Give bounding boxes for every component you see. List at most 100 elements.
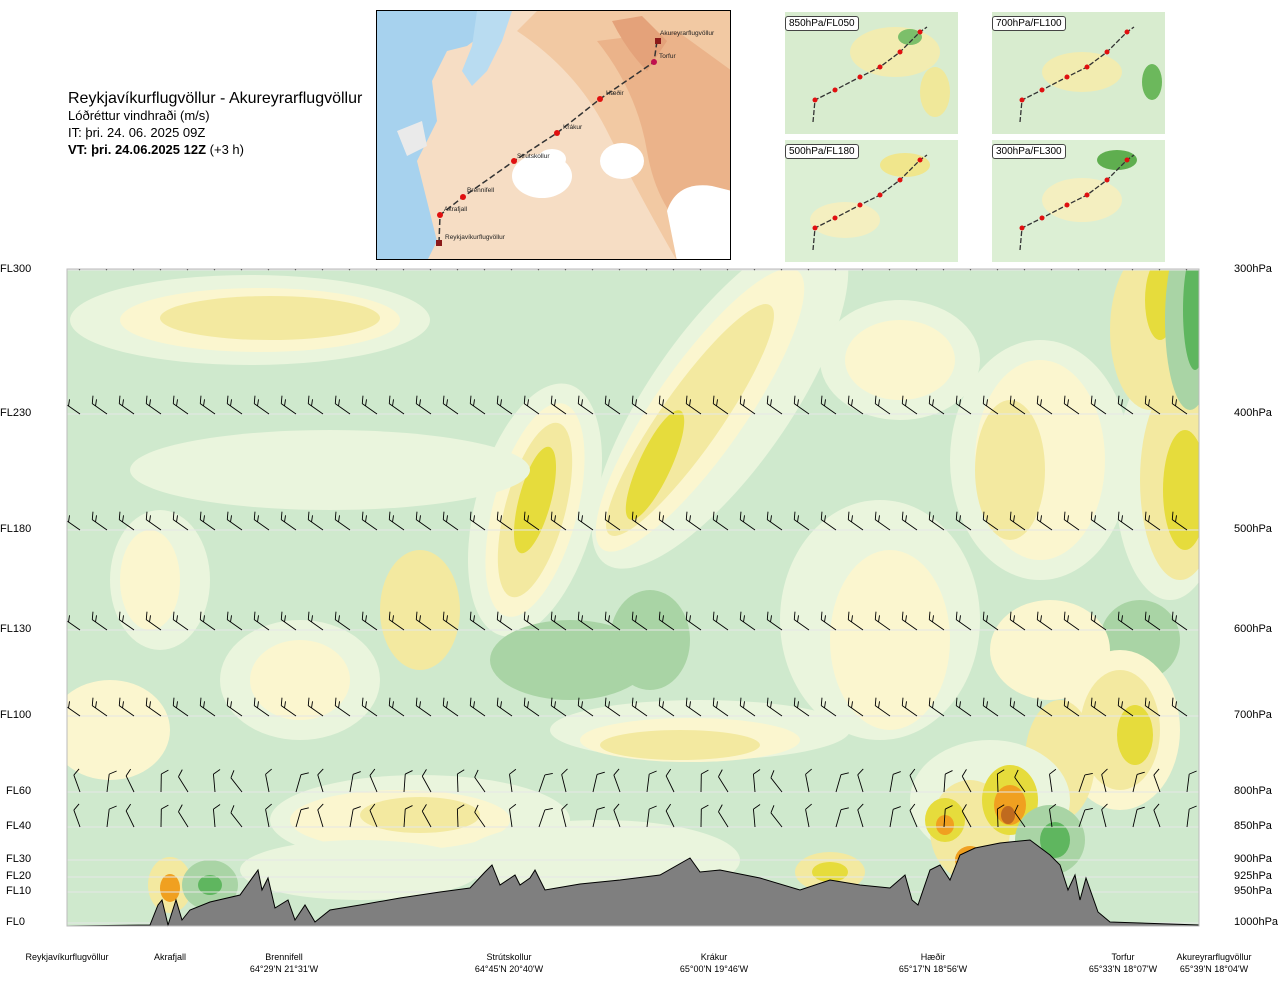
wind-barb bbox=[230, 805, 243, 828]
wind-barb bbox=[442, 697, 459, 717]
vertical-velocity-field bbox=[67, 269, 1199, 926]
wind-barb bbox=[334, 611, 351, 631]
mini-map-300[interactable]: 300hPa/FL300 bbox=[992, 140, 1165, 262]
wind-barb bbox=[685, 697, 702, 717]
wind-barb bbox=[793, 611, 810, 631]
mini-map-500[interactable]: 500hPa/FL180 bbox=[785, 140, 958, 262]
wind-barb bbox=[106, 805, 117, 828]
wind-barb bbox=[415, 611, 432, 631]
wind-barb bbox=[739, 611, 756, 631]
wind-barb bbox=[118, 395, 135, 415]
wind-barb bbox=[172, 697, 189, 717]
location-name: Akrafjall bbox=[153, 952, 186, 962]
velocity-contour bbox=[360, 797, 480, 833]
wind-barb bbox=[847, 395, 864, 415]
velocity-contour bbox=[240, 840, 480, 900]
wind-barb bbox=[145, 395, 162, 415]
wind-barb bbox=[469, 395, 486, 415]
wind-barb bbox=[631, 611, 648, 631]
fl-label-fl100: FL100 bbox=[0, 709, 32, 721]
hpa-label-900hpa: 900hPa bbox=[1234, 853, 1272, 865]
wind-barb bbox=[280, 611, 297, 631]
location-label: Brennifell 64°29'N 21°31'W bbox=[224, 951, 344, 975]
wind-barb bbox=[1117, 395, 1134, 415]
wind-barb bbox=[889, 771, 901, 793]
wind-barb bbox=[739, 395, 756, 415]
wind-barb bbox=[793, 395, 810, 415]
wind-barb bbox=[1144, 511, 1161, 531]
wind-barb bbox=[1014, 804, 1026, 828]
velocity-contour bbox=[160, 874, 180, 902]
wind-barb bbox=[421, 804, 432, 828]
waypoint-strutskollur-marker bbox=[511, 158, 517, 164]
wind-barb bbox=[712, 395, 729, 415]
wind-barb bbox=[631, 697, 648, 717]
wind-barb bbox=[199, 611, 216, 631]
wind-barb bbox=[955, 697, 972, 717]
fl-label-fl300: FL300 bbox=[0, 263, 32, 275]
velocity-contour bbox=[380, 550, 460, 670]
wind-barb bbox=[685, 395, 702, 415]
wind-barb bbox=[295, 772, 309, 793]
wind-barb bbox=[91, 511, 108, 531]
location-name: Strútskollur bbox=[486, 952, 532, 962]
mini-map-700[interactable]: 700hPa/FL100 bbox=[992, 12, 1165, 134]
wind-barb bbox=[415, 511, 432, 531]
wind-barb bbox=[361, 611, 378, 631]
wind-barb bbox=[631, 511, 648, 531]
valid-offset: (+3 h) bbox=[209, 142, 244, 157]
wind-barb bbox=[996, 769, 1005, 793]
wind-barb bbox=[874, 511, 891, 531]
wind-barb bbox=[928, 611, 945, 631]
location-coords: 65°39'N 18°04'W bbox=[1179, 964, 1249, 974]
wind-barb bbox=[1078, 808, 1093, 828]
wind-barb bbox=[805, 803, 812, 828]
velocity-contour bbox=[160, 296, 380, 340]
fl-label-fl40: FL40 bbox=[6, 820, 32, 832]
wind-barb bbox=[874, 611, 891, 631]
wind-barb bbox=[961, 804, 972, 828]
wind-barb bbox=[943, 805, 953, 828]
wind-barb bbox=[421, 769, 432, 793]
wind-barb bbox=[561, 768, 568, 793]
wind-barb bbox=[307, 697, 324, 717]
wind-barb bbox=[253, 611, 270, 631]
wind-barb bbox=[604, 511, 621, 531]
wind-barb bbox=[550, 611, 567, 631]
wind-barb bbox=[145, 697, 162, 717]
wind-barb bbox=[307, 611, 324, 631]
wind-barb bbox=[226, 511, 243, 531]
wind-barb bbox=[847, 511, 864, 531]
wind-barb bbox=[496, 511, 513, 531]
wind-barb bbox=[665, 768, 675, 793]
location-name: Torfur bbox=[1111, 952, 1135, 962]
wind-barb bbox=[1036, 611, 1053, 631]
wind-barb bbox=[118, 697, 135, 717]
mini-map-850[interactable]: 850hPa/FL050 bbox=[785, 12, 958, 134]
wind-barb bbox=[538, 773, 553, 793]
wind-barb bbox=[172, 611, 189, 631]
route-title: Reykjavíkurflugvöllur - Akureyrarflugvöl… bbox=[68, 90, 363, 107]
wind-barb bbox=[253, 697, 270, 717]
location-name: Reykjavíkurflugvöllur bbox=[25, 952, 109, 962]
wind-barb bbox=[442, 395, 459, 415]
wind-barb bbox=[67, 701, 81, 717]
wind-barb bbox=[1117, 511, 1134, 531]
wind-barb bbox=[1049, 768, 1057, 793]
wind-barb bbox=[739, 511, 756, 531]
velocity-contour bbox=[198, 875, 222, 895]
velocity-contour bbox=[830, 550, 950, 730]
wind-barb bbox=[658, 611, 675, 631]
wind-barb bbox=[361, 395, 378, 415]
map-label-krakur: Krákur bbox=[563, 124, 583, 131]
location-label: Strútskollur 64°45'N 20°40'W bbox=[449, 951, 569, 975]
wind-barb bbox=[1063, 511, 1080, 531]
waypoint-akrafjall-marker bbox=[437, 212, 443, 218]
location-label: Torfur 65°33'N 18°07'W bbox=[1063, 951, 1183, 975]
wind-barb bbox=[685, 511, 702, 531]
wind-barb bbox=[280, 395, 297, 415]
wind-barb bbox=[996, 804, 1005, 828]
wind-barb bbox=[1153, 803, 1161, 828]
location-coords: 64°29'N 21°31'W bbox=[249, 964, 319, 974]
wind-barb bbox=[943, 770, 953, 793]
